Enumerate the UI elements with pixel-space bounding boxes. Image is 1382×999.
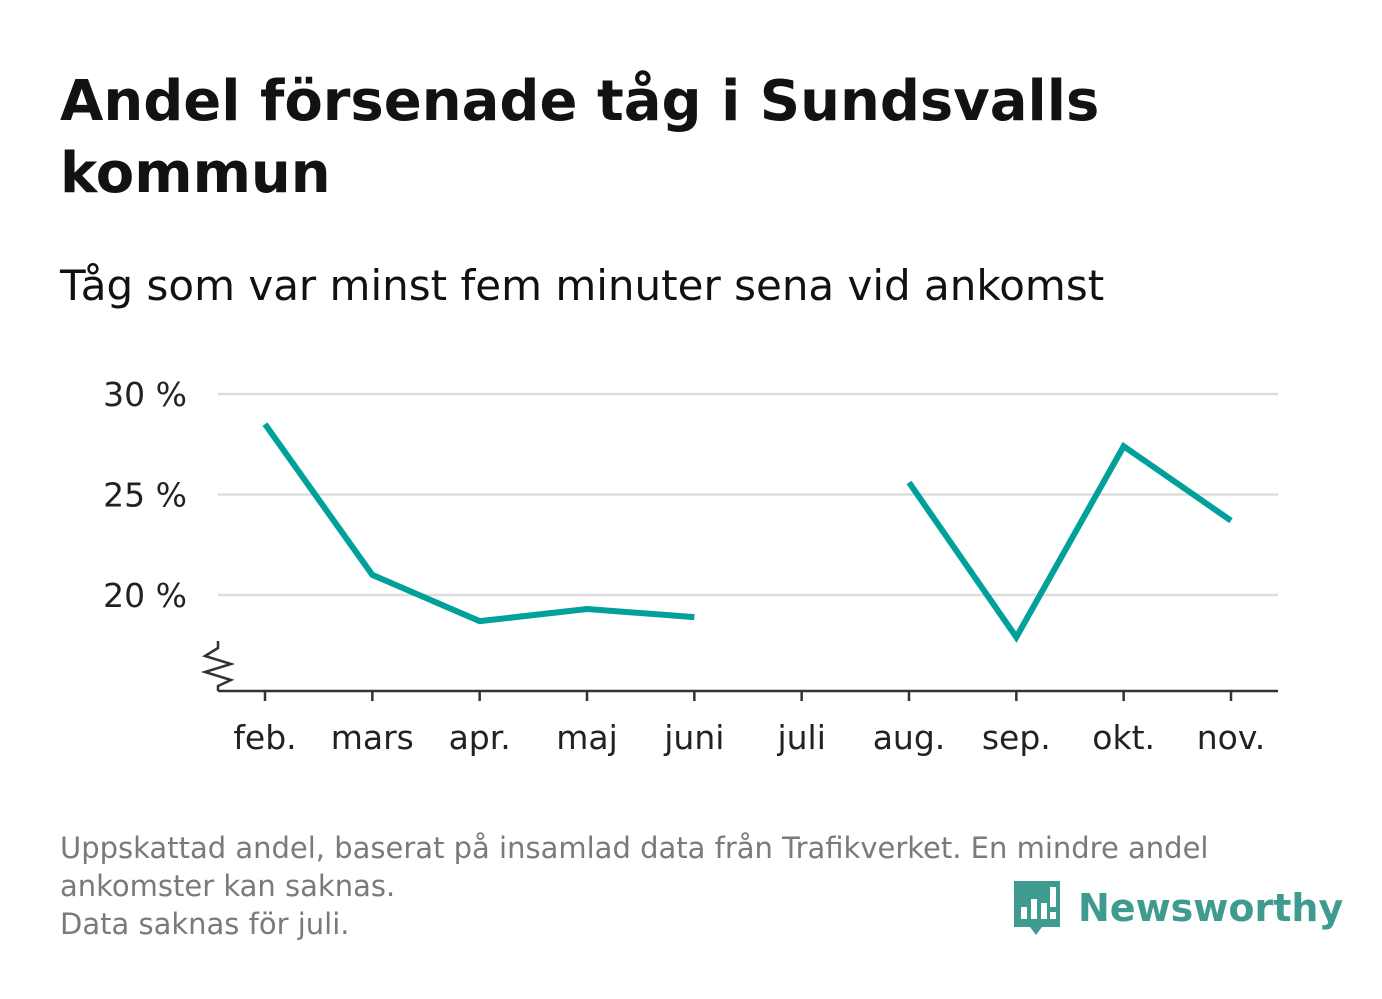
x-tick-label: mars [331, 718, 414, 757]
series-line [906, 441, 1233, 643]
chart-subtitle: Tåg som var minst fem minuter sena vid a… [60, 261, 1105, 310]
footnote: Uppskattad andel, baserat på insamlad da… [60, 829, 1330, 943]
footnote-line-3: Data saknas för juli. [60, 907, 350, 941]
y-axis-break [200, 641, 236, 691]
footnote-line-1: Uppskattad andel, baserat på insamlad da… [60, 831, 1209, 865]
footnote-line-2: ankomster kan saknas. [60, 869, 396, 903]
x-tick-label: apr. [449, 718, 511, 757]
newsworthy-logo: Newsworthy [1010, 876, 1343, 940]
x-tick-label: feb. [233, 718, 296, 757]
x-tick-label: aug. [873, 718, 946, 757]
line-chart: 20 % 25 % 30 % feb. mars apr. maj juni juli aug. s… [103, 375, 1278, 757]
y-tick-label: 30 % [103, 375, 187, 414]
brand-name: Newsworthy [1078, 886, 1344, 930]
chart-title: Andel försenade tåg i Sundsvalls kommun [60, 69, 1100, 206]
x-tick-label: juli [776, 718, 825, 757]
x-tick-label: nov. [1197, 718, 1266, 757]
y-tick-label: 20 % [103, 576, 187, 615]
x-tick-label: okt. [1092, 718, 1155, 757]
y-tick-label: 25 % [103, 476, 187, 515]
newsworthy-bar-chart-icon [1014, 881, 1060, 935]
series-line [262, 422, 695, 625]
x-tick-label: maj [556, 718, 618, 757]
x-tick-label: sep. [982, 718, 1051, 757]
x-tick-label: juni [663, 718, 724, 757]
